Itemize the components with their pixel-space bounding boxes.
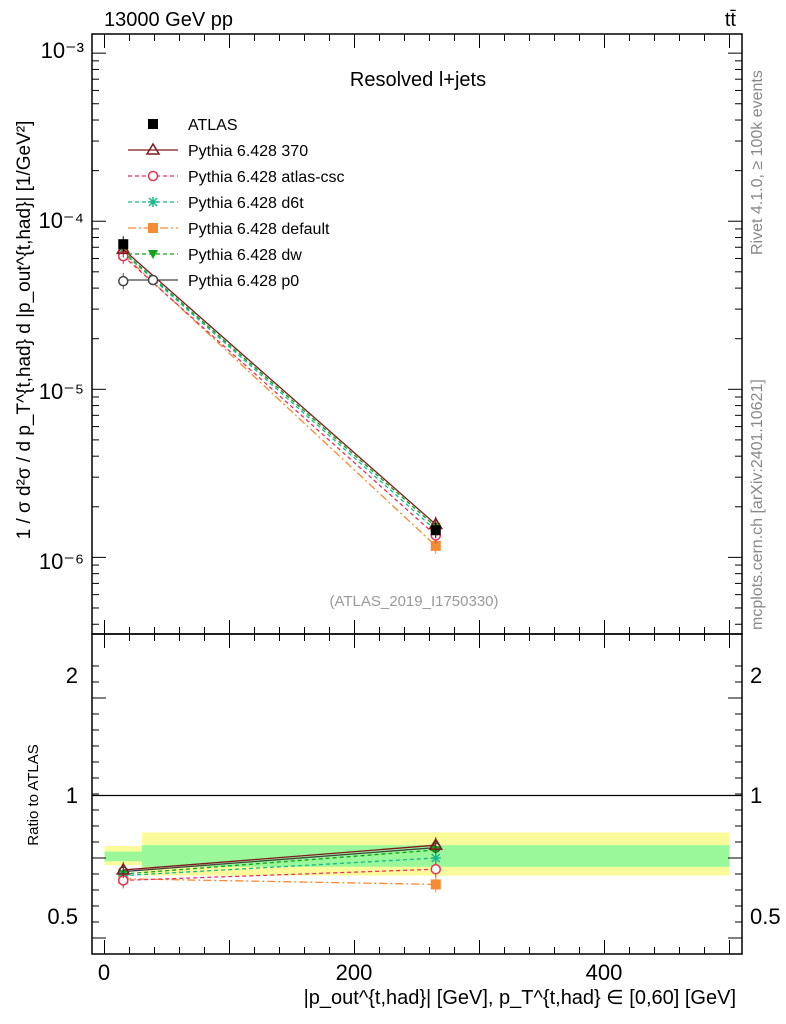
legend-label-pythia-6-428-370: Pythia 6.428 370	[188, 143, 308, 160]
analysis-id: (ATLAS_2019_I1750330)	[329, 593, 498, 610]
legend-marker-pythia-6-428-d6t	[148, 197, 158, 207]
series-line-pythia-6-428-dw	[123, 849, 436, 875]
x-tick-label-400: 400	[586, 960, 623, 985]
legend-marker-pythia-6-428-default	[148, 223, 158, 233]
legend-label-pythia-6-428-dw: Pythia 6.428 dw	[188, 247, 302, 264]
point-pythia-6-428-default-1	[430, 540, 441, 551]
series-line-pythia-6-428-p0	[123, 846, 436, 873]
series-line-pythia-6-428-default	[122, 253, 437, 547]
legend-marker-pythia-6-428-atlas-csc	[147, 170, 159, 182]
y-tick-label-1e-3: 10⁻³	[41, 38, 84, 63]
energy-label: 13000 GeV pp	[104, 9, 233, 31]
point-atlas-0	[118, 239, 129, 250]
point-pythia-6-428-p0-0	[118, 275, 129, 287]
series-line-pythia-6-428-default	[123, 878, 436, 886]
series-line-pythia-6-428-d6t	[122, 252, 437, 531]
series-line-pythia-6-428-370	[123, 844, 436, 871]
point-pythia-6-428-default-1	[430, 879, 441, 890]
x-axis-label: |p_out^{t,had}| [GeV], p_T^{t,had} ∈ [0,…	[304, 987, 736, 1009]
series-line-pythia-6-428-atlas-csc	[123, 868, 436, 882]
y-axis-label: 1 / σ d²σ / d p_T^{t,had} d |p_out^{t,ha…	[14, 121, 35, 540]
legend-marker-pythia-6-428-dw	[148, 250, 158, 259]
series-line-pythia-6-428-dw	[122, 251, 437, 528]
series-line-pythia-6-428-d6t	[123, 857, 436, 877]
point-pythia-6-428-370-0	[115, 862, 131, 875]
x-tick-label-0: 0	[98, 960, 110, 985]
band-green-2	[442, 845, 730, 867]
chart-title: Resolved l+jets	[350, 69, 486, 91]
ratio-y-tick-label-1: 1	[66, 783, 78, 808]
ratio-y-tick-label-2: 2	[66, 663, 78, 688]
ratio-y-tick-label-0.5-right: 0.5	[750, 904, 781, 929]
point-atlas-1	[430, 525, 441, 536]
series-line-pythia-6-428-370	[122, 248, 437, 525]
y-tick-label-1e-5: 10⁻⁵	[39, 379, 84, 404]
point-pythia-6-428-atlas-csc-1	[430, 863, 441, 875]
x-tick-label-200: 200	[336, 960, 373, 985]
legend: ATLAS Pythia 6.428 370 Pythia 6.428 atlas-…	[128, 117, 345, 290]
ratio-y-tick-label-2-right: 2	[750, 663, 762, 688]
ratio-plot-frame	[91, 633, 743, 955]
main-series	[115, 236, 444, 554]
site-label: mcplots.cern.ch [arXiv:2401.10621]	[749, 379, 766, 630]
main-axis-ticks	[92, 34, 742, 634]
rivet-label: Rivet 4.1.0, ≥ 100k events	[749, 70, 766, 255]
ratio-series	[115, 837, 444, 893]
legend-label-pythia-6-428-default: Pythia 6.428 default	[188, 221, 330, 238]
y-tick-label-1e-6: 10⁻⁶	[39, 549, 84, 574]
ratio-y-axis-label: Ratio to ATLAS	[25, 744, 42, 845]
series-line-pythia-6-428-atlas-csc	[122, 255, 437, 536]
point-pythia-6-428-d6t-1	[430, 853, 441, 863]
ratio-uncertainty-bands	[104, 832, 730, 876]
point-pythia-6-428-370-1	[428, 837, 444, 850]
legend-marker-pythia-6-428-p0	[147, 274, 159, 286]
legend-marker-atlas	[148, 119, 158, 129]
band-green-0	[104, 851, 142, 862]
legend-label-atlas: ATLAS	[188, 117, 238, 134]
process-label: tt̄	[725, 9, 737, 31]
ratio-axis-ticks	[92, 634, 742, 954]
y-tick-label-1e-4: 10⁻⁴	[38, 208, 84, 233]
legend-marker-pythia-6-428-370	[145, 142, 161, 155]
legend-label-pythia-6-428-p0: Pythia 6.428 p0	[188, 273, 299, 290]
ratio-y-tick-label-1-right: 1	[750, 783, 762, 808]
legend-label-pythia-6-428-d6t: Pythia 6.428 d6t	[188, 195, 304, 212]
ratio-y-tick-label-0.5: 0.5	[47, 904, 78, 929]
legend-label-pythia-6-428-atlas-csc: Pythia 6.428 atlas-csc	[188, 169, 345, 186]
